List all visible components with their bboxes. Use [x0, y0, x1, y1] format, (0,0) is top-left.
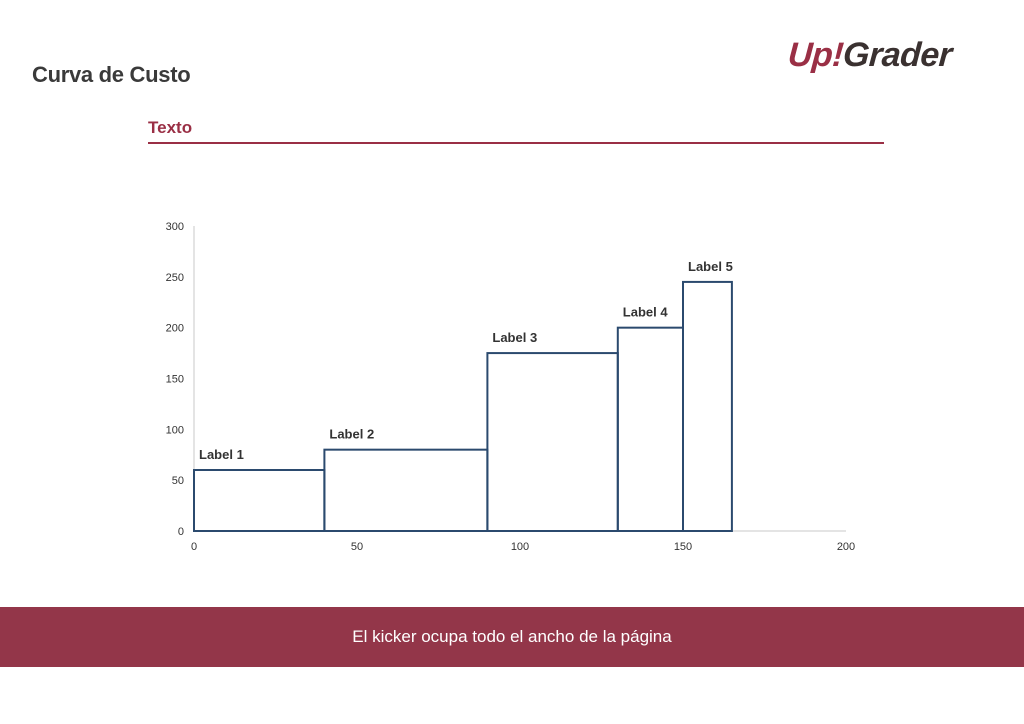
section-title: Texto: [148, 118, 193, 137]
bar-label: Label 1: [199, 447, 244, 462]
bar: [193, 469, 326, 532]
y-tick-label: 150: [166, 374, 184, 386]
y-tick-label: 200: [166, 323, 184, 335]
x-tick-label: 150: [674, 541, 692, 553]
bar-label: Label 5: [688, 259, 733, 274]
bar: [616, 326, 684, 532]
x-tick-label: 50: [351, 541, 363, 553]
kicker-banner: El kicker ocupa todo el ancho de la pági…: [0, 607, 1024, 667]
bar: [323, 448, 489, 532]
bar-label: Label 3: [492, 330, 537, 345]
cost-curve-chart: 0 50 100 150 200 250 300 0 50 100 150 200 Label 1 Lab…: [166, 221, 856, 553]
section-divider: [148, 142, 884, 144]
x-tick-label: 0: [191, 541, 197, 553]
y-tick-label: 250: [166, 272, 184, 284]
page-title: Curva de Custo: [32, 62, 191, 87]
x-tick-label: 200: [837, 541, 855, 553]
x-tick-label: 100: [511, 541, 529, 553]
bar: [486, 352, 619, 533]
y-tick-label: 50: [172, 475, 184, 487]
y-tick-label: 0: [178, 526, 184, 538]
bar: [682, 280, 733, 532]
bar-label: Label 4: [623, 305, 669, 320]
y-tick-label: 100: [166, 424, 184, 436]
kicker-text: El kicker ocupa todo el ancho de la pági…: [352, 627, 672, 646]
y-tick-label: 300: [166, 221, 184, 233]
bar-label: Label 2: [329, 427, 374, 442]
